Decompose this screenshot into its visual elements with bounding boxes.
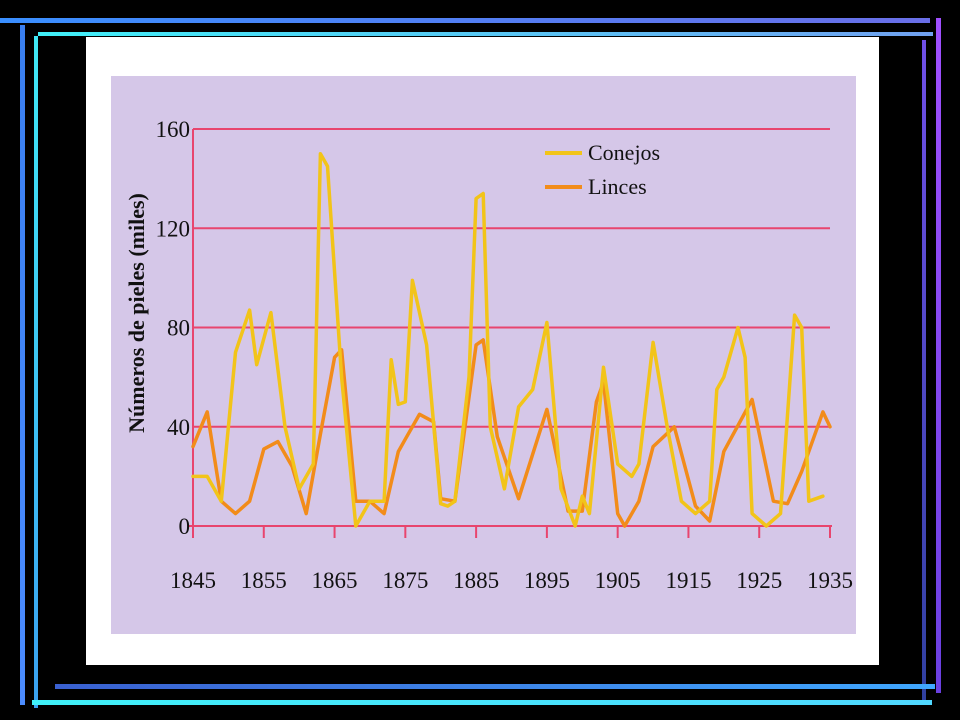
x-tick-label-1925: 1925 [736, 568, 782, 593]
y-tick-label-80: 80 [167, 316, 190, 341]
x-tick-label-1935: 1935 [807, 568, 853, 593]
grid-layer [193, 128, 830, 428]
left-cyan-bar [34, 36, 38, 708]
bottom-cyan-bar [32, 700, 932, 705]
x-tick-label-1915: 1915 [665, 568, 711, 593]
legend-label-conejos: Conejos [588, 140, 660, 165]
left-blue-bar [20, 25, 25, 705]
right-inner-bar [922, 40, 926, 700]
y-axis-title: Números de pieles (miles) [124, 193, 149, 433]
y-tick-label-160: 160 [156, 117, 191, 142]
x-tick-label-1865: 1865 [312, 568, 358, 593]
y-tick-label-120: 120 [156, 216, 191, 241]
top-cyan-bar [38, 32, 933, 36]
x-tick-label-1905: 1905 [595, 568, 641, 593]
series-layer [191, 152, 832, 528]
legend-label-linces: Linces [588, 174, 647, 199]
y-tick-label-40: 40 [167, 415, 190, 440]
legend: Conejos Linces [545, 140, 660, 199]
x-tick-label-1855: 1855 [241, 568, 287, 593]
top-blue-bar [0, 18, 930, 23]
x-tick-labels: 1845 1855 1865 1875 1885 1895 1905 1915 1925 1935 [170, 568, 853, 593]
x-tick-label-1885: 1885 [453, 568, 499, 593]
x-tick-label-1845: 1845 [170, 568, 216, 593]
x-tick-label-1875: 1875 [382, 568, 428, 593]
right-purple-bar [936, 18, 941, 693]
bottom-blue-bar [55, 684, 935, 689]
series-line-conejos [191, 152, 825, 528]
y-tick-label-0: 0 [179, 514, 191, 539]
axis-layer [189, 129, 832, 538]
x-tick-label-1895: 1895 [524, 568, 570, 593]
y-tick-labels: 0 40 80 120 160 [156, 117, 191, 539]
